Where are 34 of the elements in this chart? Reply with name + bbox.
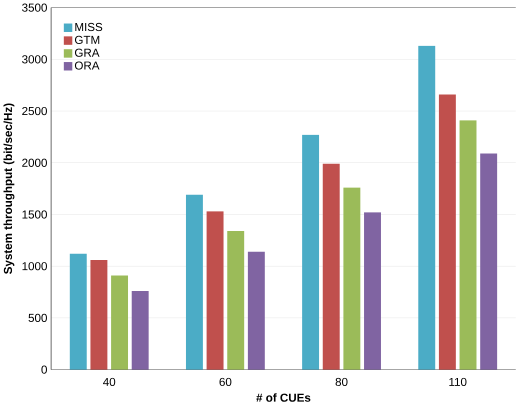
x-axis-title: # of CUEs [256, 393, 310, 402]
legend-label: ORA [74, 61, 100, 70]
bar [343, 187, 360, 370]
bar [186, 194, 203, 370]
bar [206, 211, 224, 370]
legend-label: GTM [74, 36, 100, 44]
y-tick-label: 1000 [22, 262, 47, 270]
bar [132, 290, 149, 370]
x-tick-label: 110 [449, 378, 466, 386]
bar [302, 134, 320, 370]
y-axis-title: System throughput (bit/sec/Hz) [4, 103, 14, 274]
bar [460, 120, 476, 370]
legend-label: MISS [75, 22, 102, 31]
bar [90, 260, 108, 370]
bar [111, 275, 128, 370]
legend-label: GRA [74, 48, 100, 57]
bar [480, 153, 498, 370]
bar [438, 94, 456, 370]
bar [227, 230, 244, 370]
bar [70, 254, 87, 370]
bar [418, 46, 436, 370]
x-tick-label: 40 [103, 378, 116, 386]
bar [322, 164, 340, 370]
y-tick-label: 3500 [22, 3, 47, 12]
y-tick-label: 500 [28, 314, 47, 322]
x-tick-label: 80 [336, 378, 348, 386]
y-tick-label: 2000 [22, 158, 47, 167]
y-tick-label: 2500 [22, 106, 47, 116]
y-tick-label: 3000 [22, 55, 47, 64]
y-tick-label: 1500 [22, 210, 47, 218]
bar [248, 252, 265, 370]
x-tick-label: 60 [220, 378, 232, 386]
y-tick-label: 0 [41, 365, 47, 374]
bar [364, 212, 381, 370]
